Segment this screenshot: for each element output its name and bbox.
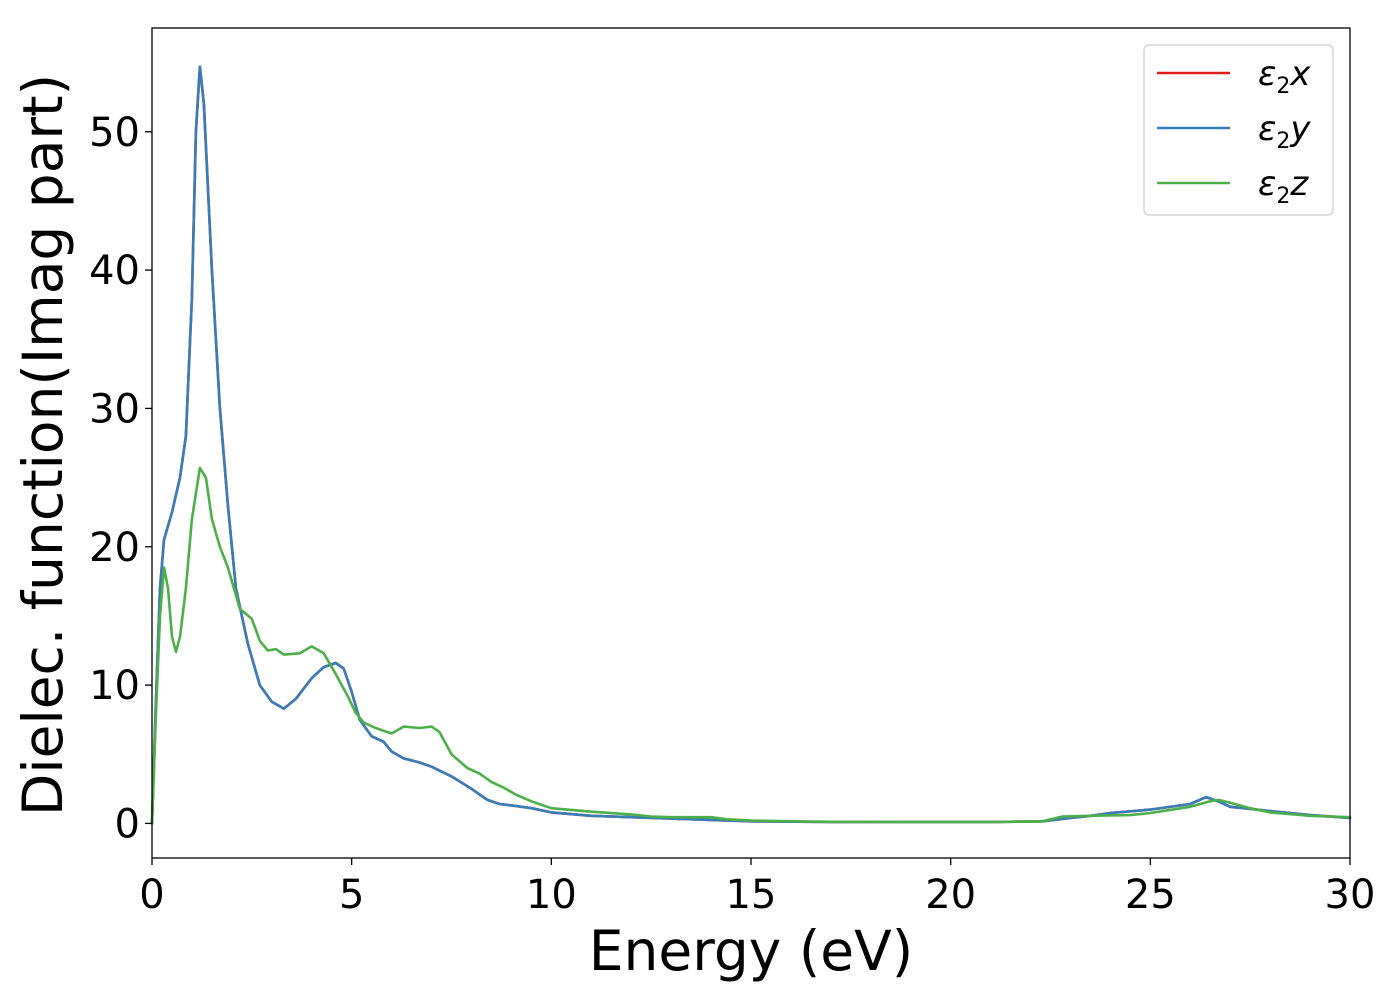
x-tick-label: 0	[139, 872, 164, 918]
y-tick-label: 40	[89, 248, 140, 294]
x-tick-label: 10	[526, 872, 577, 918]
y-tick-label: 10	[89, 663, 140, 709]
x-axis-label: Energy (eV)	[589, 919, 913, 983]
series-layer	[150, 65, 1352, 825]
legend-box	[1143, 44, 1334, 216]
y-tick-label: 20	[89, 525, 140, 571]
x-tick-label: 20	[925, 872, 976, 918]
x-tick-label: 5	[339, 872, 364, 918]
plot-frame	[151, 27, 1351, 859]
y-tick-label: 30	[89, 386, 140, 432]
legend: ε2x ε2y ε2z	[1143, 44, 1334, 216]
legend-label: ε2z	[1258, 164, 1309, 209]
series-line-1	[150, 65, 1352, 825]
y-tick-label: 0	[115, 801, 140, 847]
series-line-2	[150, 466, 1352, 825]
x-ticks: 0 5 10 15 20 25 30	[139, 858, 1375, 918]
legend-label: ε2y	[1258, 109, 1311, 154]
y-axis-label: Dielec. function(Imag part)	[11, 74, 75, 816]
legend-label: ε2x	[1258, 54, 1311, 99]
x-tick-label: 30	[1325, 872, 1376, 918]
x-tick-label: 15	[726, 872, 777, 918]
x-tick-label: 25	[1125, 872, 1176, 918]
y-tick-label: 50	[89, 110, 140, 156]
y-ticks: 0 10 20 30 40 50	[89, 110, 152, 847]
